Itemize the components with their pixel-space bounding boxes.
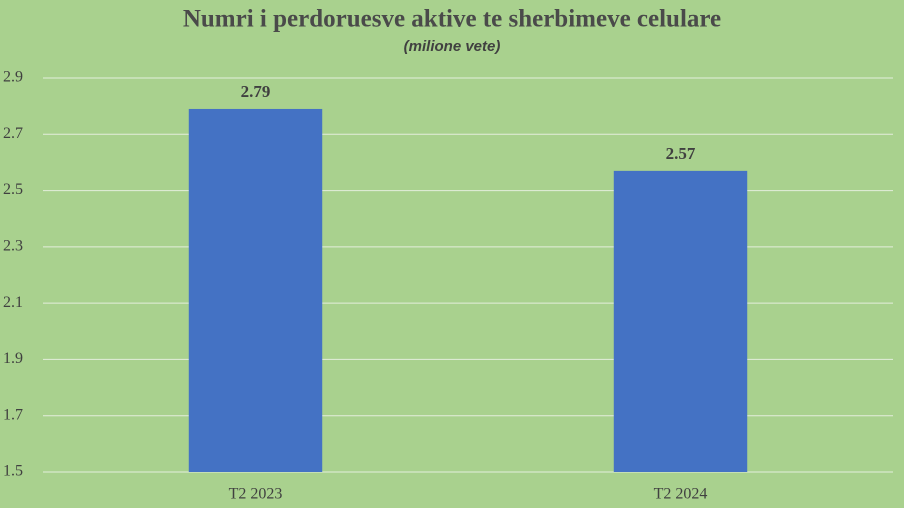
- y-tick-label: 2.7: [3, 125, 23, 142]
- value-label: 2.57: [666, 144, 696, 163]
- y-tick-label: 2.3: [3, 238, 23, 255]
- chart-title: Numri i perdoruesve aktive te sherbimeve…: [183, 6, 721, 33]
- y-tick-label: 2.9: [3, 69, 23, 86]
- y-tick-label: 1.7: [3, 406, 23, 423]
- y-tick-label: 2.1: [3, 294, 23, 311]
- y-tick-label: 1.5: [3, 463, 23, 480]
- y-tick-label: 1.9: [3, 350, 23, 367]
- x-tick-label: T2 2024: [654, 486, 708, 503]
- value-label: 2.79: [241, 82, 271, 101]
- x-tick-label: T2 2023: [229, 486, 283, 503]
- bar: [188, 108, 323, 472]
- bar: [613, 170, 748, 472]
- chart-subtitle: (milione vete): [404, 38, 501, 55]
- y-tick-label: 2.5: [3, 181, 23, 198]
